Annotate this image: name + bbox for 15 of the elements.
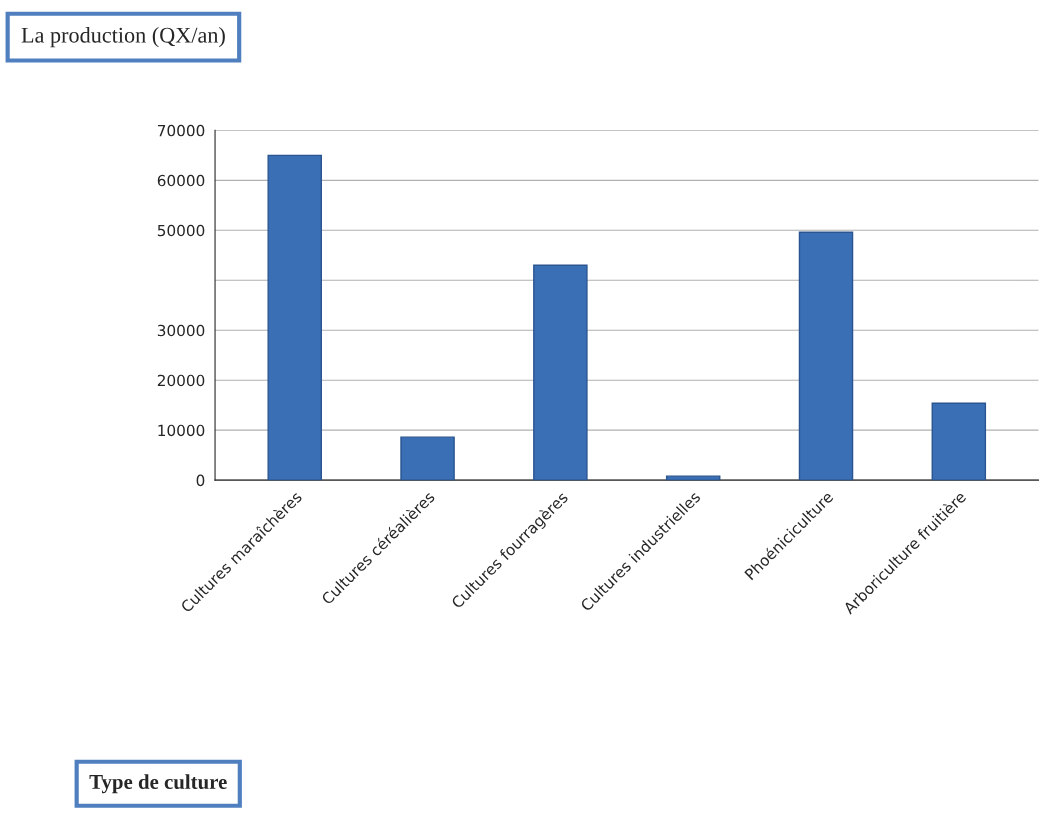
- bar: [400, 436, 455, 481]
- y-tick-label: 20000: [157, 374, 205, 387]
- y-tick-label: 60000: [157, 174, 205, 187]
- y-tick-label: 10000: [158, 424, 205, 437]
- y-tick-label: 30000: [157, 324, 205, 337]
- y-tick-label: 70000: [157, 124, 205, 137]
- bar: [798, 231, 854, 481]
- bar: [533, 264, 588, 481]
- text: Type de culture: [89, 774, 227, 794]
- y-axis-title: La production (QX/an): [21, 27, 225, 48]
- bar: [931, 402, 987, 481]
- y-tick-label: 0: [196, 474, 205, 487]
- y-tick-label: 50000: [157, 224, 205, 237]
- bar: [267, 154, 322, 481]
- bar: [665, 475, 721, 481]
